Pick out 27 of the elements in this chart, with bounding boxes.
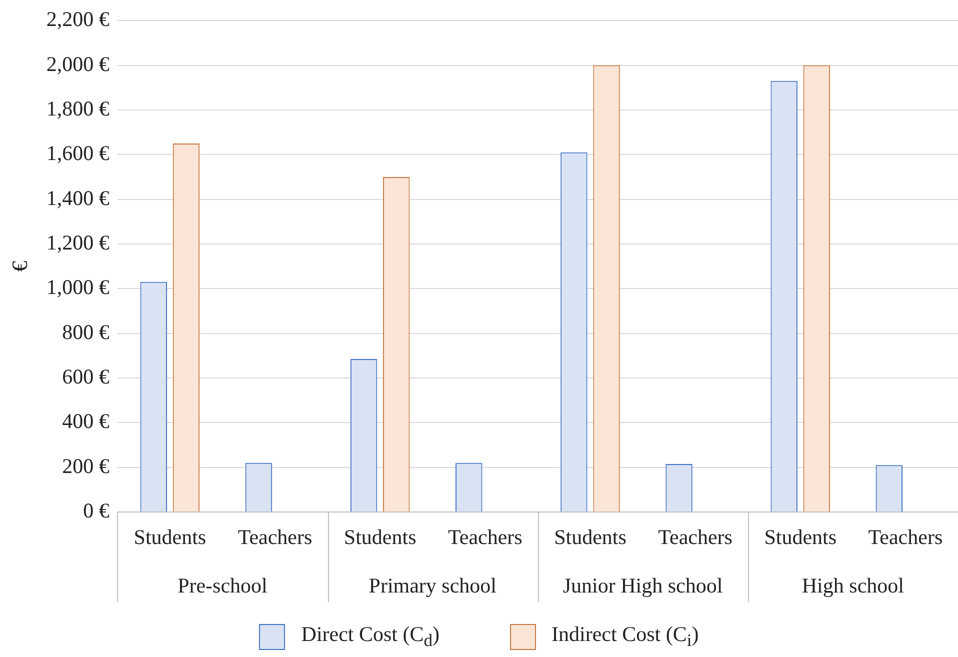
y-tick-label: 1,800 € xyxy=(46,96,110,120)
text: Primary school xyxy=(368,574,497,598)
legend-label: Indirect Cost (C$_{i}$) xyxy=(552,622,699,652)
x-tick-label: Students xyxy=(134,525,206,550)
y-tick-label: 2,000 € xyxy=(46,52,110,76)
y-tick-label: 0 € xyxy=(83,498,110,523)
y-tick-label: 1,600 € xyxy=(46,141,110,166)
x-tick-label: Teachers xyxy=(658,525,732,550)
x-tick-label: Teachers xyxy=(238,525,312,550)
y-tick-label: 1,000 € xyxy=(46,275,110,300)
y-tick-label: 600 € xyxy=(62,364,110,388)
x-tick-label: Students xyxy=(554,525,626,550)
text: High school xyxy=(802,574,904,598)
x-tick-label: Students xyxy=(344,525,416,550)
y-axis-title: € xyxy=(6,260,32,272)
y-tick-label: 800 € xyxy=(62,320,110,344)
y-tick-label: 1,200 € xyxy=(46,230,110,254)
y-tick-label: 1,400 € xyxy=(46,186,110,210)
text: Junior High school xyxy=(562,574,723,598)
y-tick-label: 200 € xyxy=(62,454,110,478)
x-tick-label: Teachers xyxy=(448,525,522,550)
x-tick-label: Teachers xyxy=(868,525,943,550)
y-tick-label: 400 € xyxy=(62,409,110,434)
y-tick-label: 2,200 € xyxy=(46,7,110,32)
x-tick-label: Students xyxy=(764,525,837,550)
legend-label: Direct Cost (C$_{d}$) xyxy=(301,622,440,652)
text: Pre-school xyxy=(178,574,268,598)
